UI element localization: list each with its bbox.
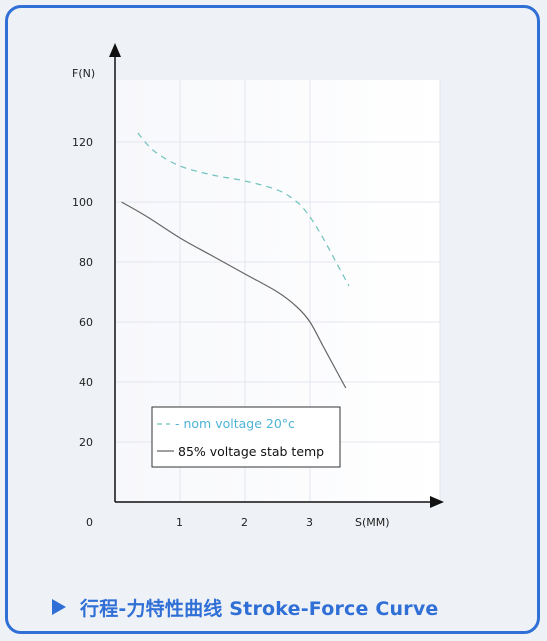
series-line-85-voltage xyxy=(121,201,347,389)
x-tick-label: 1 xyxy=(176,516,183,529)
chart-caption: 行程-力特性曲线 Stroke-Force Curve xyxy=(52,592,439,622)
y-tick-label: 80 xyxy=(79,256,93,269)
series-line-nom-voltage xyxy=(137,132,350,287)
x-tick-label: 3 xyxy=(306,516,313,529)
series-group xyxy=(121,132,350,389)
chart-svg: 0 1 2 3 20 40 60 80 100 120 F(N) S(MM) - nom volt… xyxy=(72,43,444,529)
y-tick-label: 100 xyxy=(72,196,93,209)
caption-text: 行程-力特性曲线 Stroke-Force Curve xyxy=(80,597,439,620)
legend-label-85-voltage: 85% voltage stab temp xyxy=(178,444,324,459)
legend-box xyxy=(151,406,341,468)
legend-label-nom-voltage: - nom voltage 20°c xyxy=(175,416,295,431)
y-axis-arrow-icon xyxy=(109,43,121,57)
legend: - nom voltage 20°c 85% voltage stab temp xyxy=(151,406,341,468)
x-axis-label: S(MM) xyxy=(355,516,390,529)
x-axis-arrow-icon xyxy=(430,496,444,508)
y-tick-label: 20 xyxy=(79,436,93,449)
tick-labels: 0 1 2 3 20 40 60 80 100 120 xyxy=(72,136,313,529)
y-tick-label: 120 xyxy=(72,136,93,149)
play-icon xyxy=(52,599,66,615)
y-tick-label: 40 xyxy=(79,376,93,389)
x-tick-label: 0 xyxy=(86,516,93,529)
x-tick-label: 2 xyxy=(241,516,248,529)
y-axis-label: F(N) xyxy=(72,67,95,80)
y-tick-label: 60 xyxy=(79,316,93,329)
stroke-force-chart: 0 1 2 3 20 40 60 80 100 120 F(N) S(MM) - nom volt… xyxy=(72,43,444,529)
